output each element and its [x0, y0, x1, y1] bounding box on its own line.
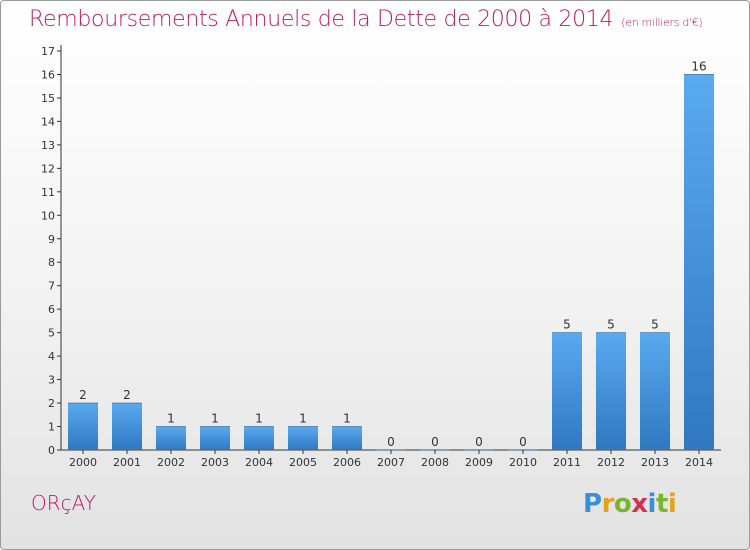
- y-tick-label: 8: [48, 256, 55, 269]
- y-tick-label: 6: [48, 303, 55, 316]
- x-tick-label: 2012: [597, 456, 625, 469]
- y-tick-label: 16: [41, 68, 55, 81]
- bar-value-label: 0: [431, 435, 439, 449]
- logo-letter: o: [613, 489, 632, 519]
- bar-value-label: 5: [607, 318, 615, 332]
- y-tick-label: 11: [41, 186, 55, 199]
- x-tick-label: 2007: [377, 456, 405, 469]
- logo-letter: P: [583, 489, 602, 519]
- bar-value-label: 5: [563, 318, 571, 332]
- x-tick-label: 2000: [69, 456, 97, 469]
- bar-value-label: 2: [123, 388, 131, 402]
- bar: [244, 426, 274, 450]
- bar: [200, 426, 230, 450]
- y-tick-label: 3: [48, 374, 55, 387]
- x-tick-label: 2002: [157, 456, 185, 469]
- bar-value-label: 5: [651, 318, 659, 332]
- logo-letter: t: [655, 489, 668, 519]
- x-tick-label: 2011: [553, 456, 581, 469]
- y-tick-label: 5: [48, 327, 55, 340]
- y-tick-label: 9: [48, 233, 55, 246]
- bar: [640, 332, 670, 450]
- bar: [68, 403, 98, 450]
- bar-value-label: 0: [387, 435, 395, 449]
- logo-letter: x: [631, 489, 648, 519]
- bar-value-label: 2: [79, 388, 87, 402]
- bar-value-label: 1: [167, 412, 175, 426]
- bar: [112, 403, 142, 450]
- x-tick-label: 2006: [333, 456, 361, 469]
- x-tick-label: 2010: [509, 456, 537, 469]
- bar-value-label: 1: [299, 412, 307, 426]
- bar-value-label: 0: [519, 435, 527, 449]
- bar: [156, 426, 186, 450]
- y-tick-label: 13: [41, 139, 55, 152]
- x-tick-label: 2003: [201, 456, 229, 469]
- chart-title: Remboursements Annuels de la Dette de 20…: [29, 7, 703, 32]
- bar: [596, 332, 626, 450]
- y-tick-label: 2: [48, 397, 55, 410]
- chart-subtitle: (en milliers d'€): [621, 16, 703, 29]
- x-tick-label: 2001: [113, 456, 141, 469]
- logo-letter: i: [667, 489, 677, 519]
- logo-letter: r: [601, 489, 615, 519]
- bar: [552, 332, 582, 450]
- chart-marks: 0123456789101112131415161722000220011200…: [41, 45, 721, 469]
- bar-value-label: 16: [691, 59, 706, 73]
- x-tick-label: 2005: [289, 456, 317, 469]
- y-tick-label: 14: [41, 115, 55, 128]
- bar-value-label: 1: [343, 412, 351, 426]
- y-tick-label: 1: [48, 421, 55, 434]
- logo-letter: i: [647, 489, 657, 519]
- town-name: ORçAY: [31, 491, 96, 515]
- y-tick-label: 0: [48, 444, 55, 457]
- bar: [684, 74, 714, 451]
- proxiti-logo: Proxiti: [583, 489, 677, 519]
- y-tick-label: 12: [41, 162, 55, 175]
- x-tick-label: 2008: [421, 456, 449, 469]
- bar: [332, 426, 362, 450]
- x-tick-label: 2004: [245, 456, 273, 469]
- x-tick-label: 2013: [641, 456, 669, 469]
- bar-value-label: 1: [211, 412, 219, 426]
- y-tick-label: 17: [41, 45, 55, 58]
- x-tick-label: 2014: [685, 456, 713, 469]
- y-tick-label: 4: [48, 350, 55, 363]
- chart-title-text: Remboursements Annuels de la Dette de 20…: [29, 7, 614, 32]
- y-tick-label: 10: [41, 209, 55, 222]
- x-tick-label: 2009: [465, 456, 493, 469]
- y-tick-label: 15: [41, 92, 55, 105]
- y-tick-label: 7: [48, 280, 55, 293]
- bar: [288, 426, 318, 450]
- bar-value-label: 0: [475, 435, 483, 449]
- bar-value-label: 1: [255, 412, 263, 426]
